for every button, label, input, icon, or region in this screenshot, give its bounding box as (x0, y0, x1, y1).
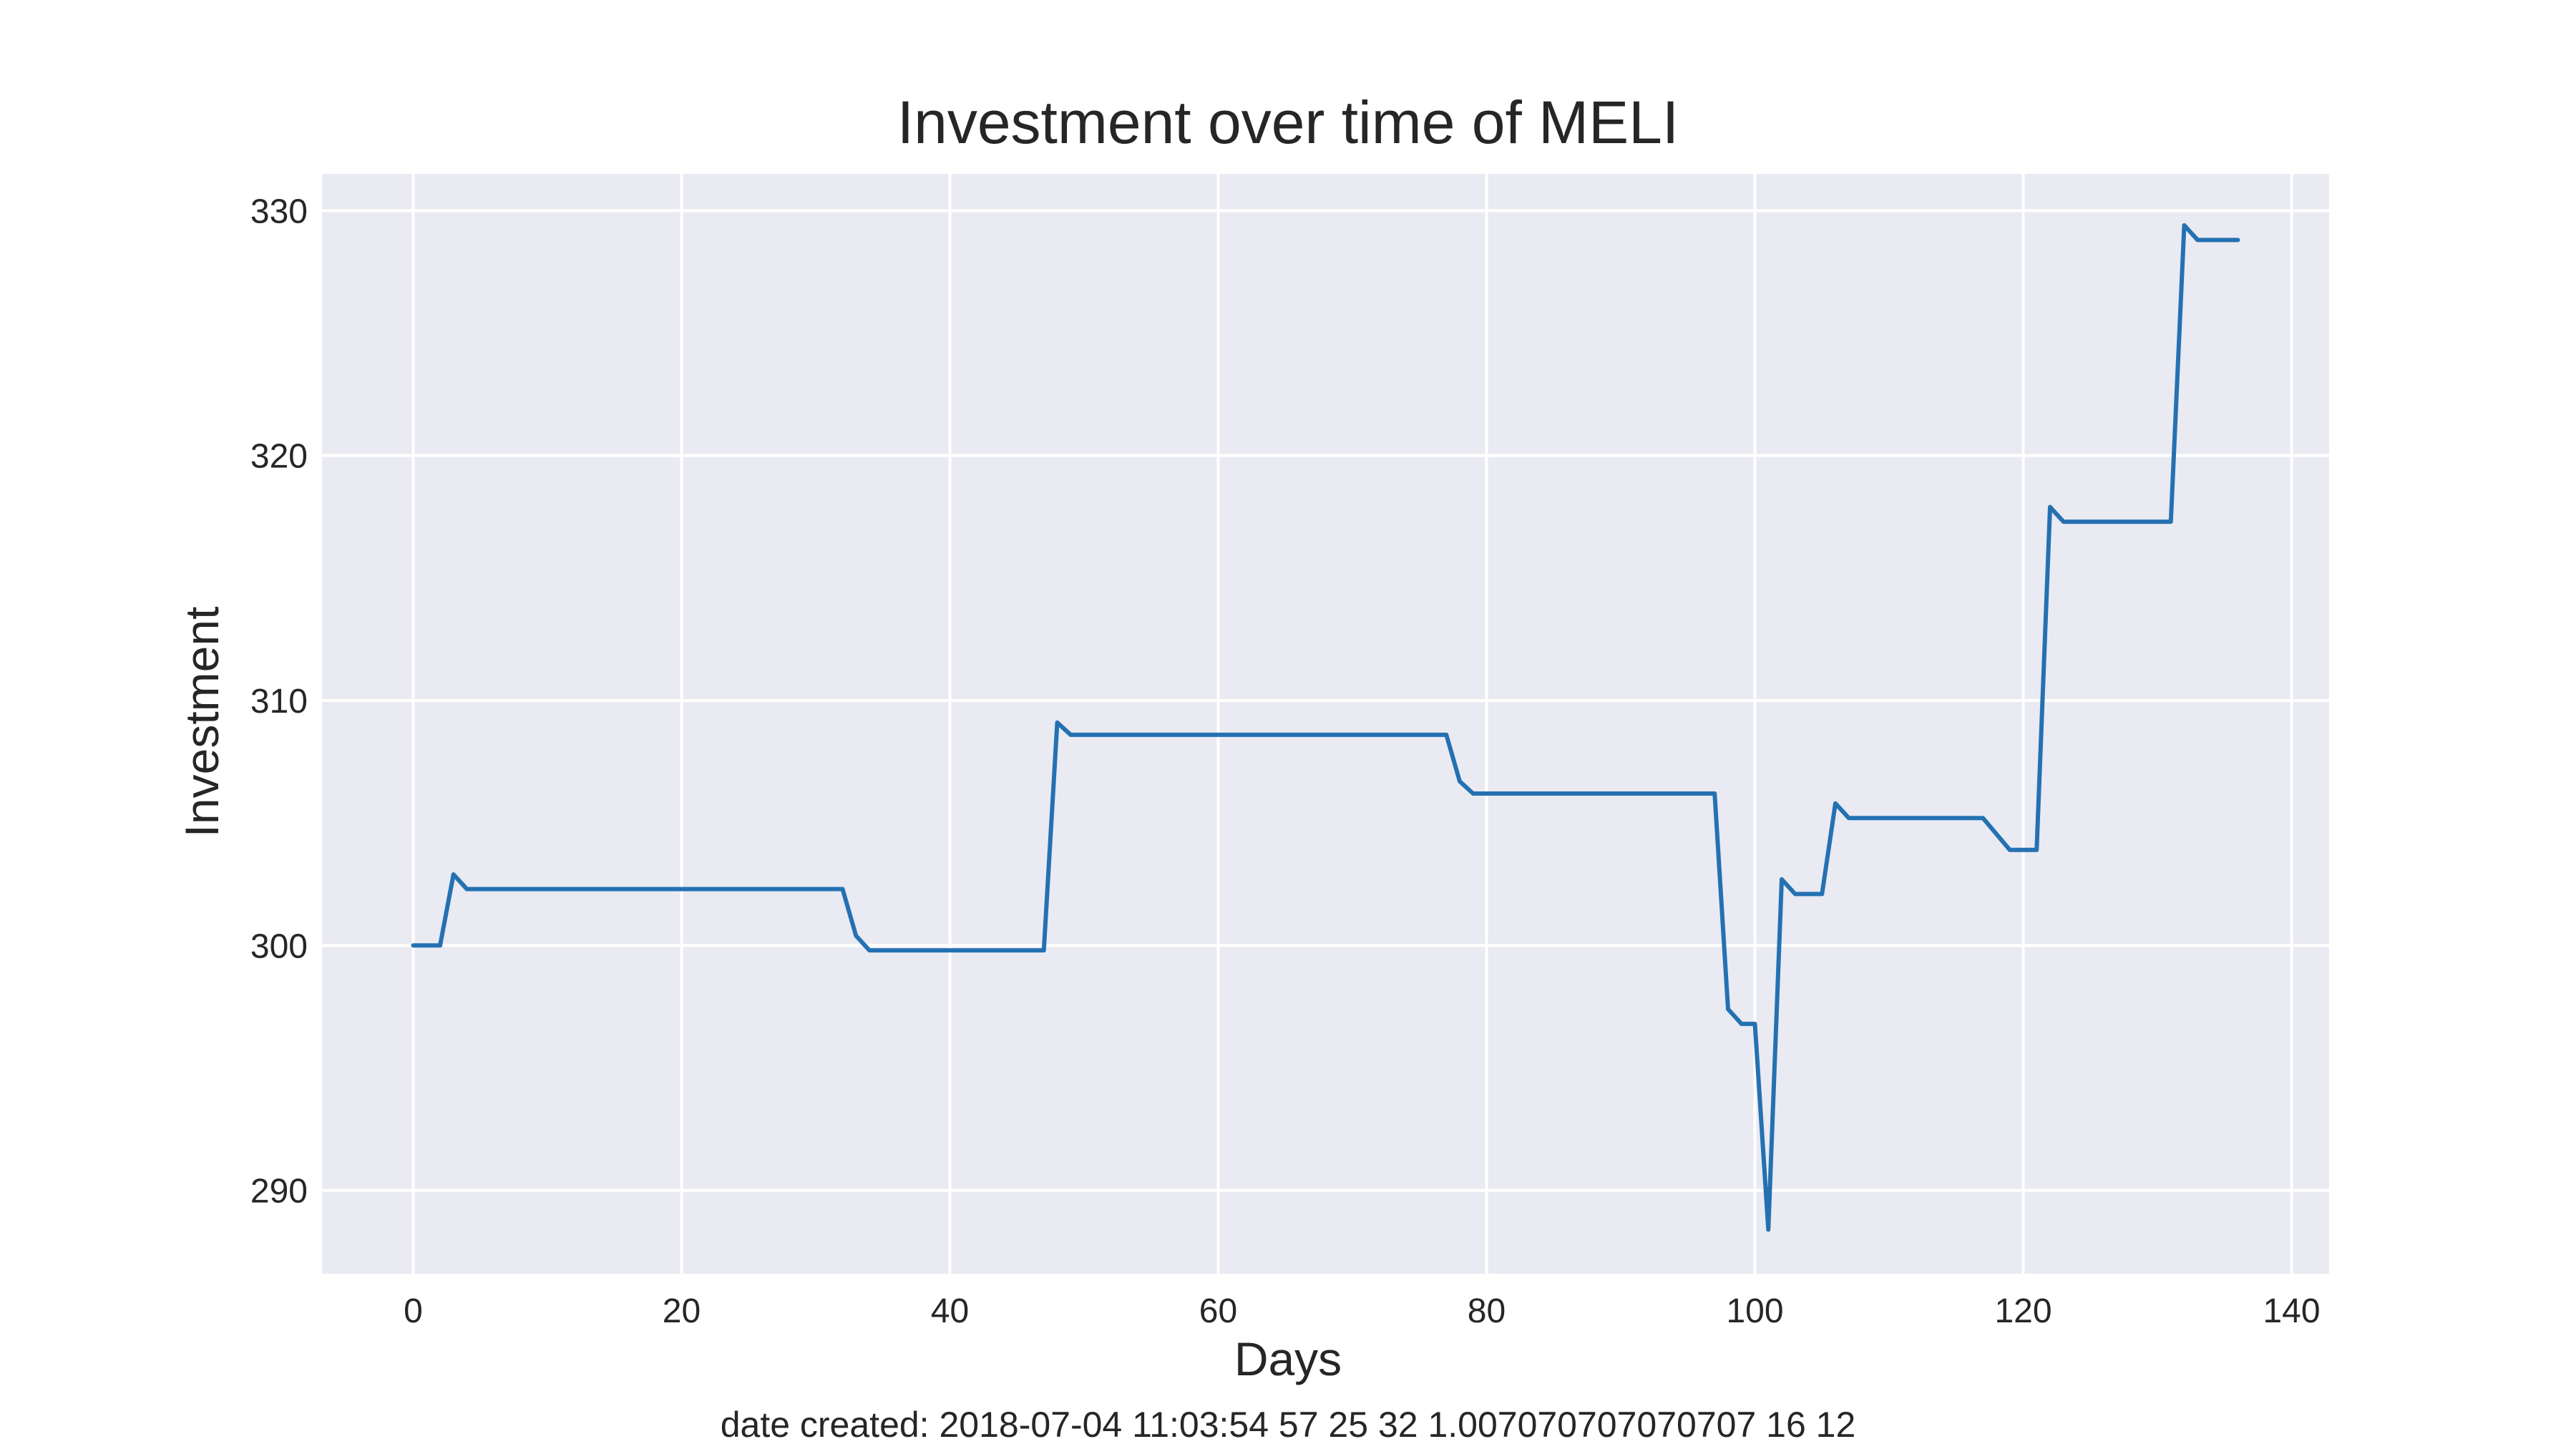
y-tick-label: 290 (250, 1173, 308, 1211)
x-tick-label: 0 (404, 1292, 423, 1330)
plot-area (322, 174, 2329, 1274)
x-tick-label: 100 (1726, 1292, 1783, 1330)
y-tick-label: 320 (250, 438, 308, 476)
y-axis-ticks: 290 300 310 320 330 (250, 192, 308, 1210)
series-line (411, 223, 2240, 1232)
chart-title: Investment over time of MELI (897, 89, 1679, 156)
gridlines (322, 174, 2329, 1274)
x-axis-ticks: 0 20 40 60 80 100 120 140 (404, 1292, 2320, 1330)
series-layer (411, 223, 2240, 1232)
x-tick-label: 40 (931, 1292, 969, 1330)
x-tick-label: 80 (1468, 1292, 1506, 1330)
x-tick-label: 60 (1199, 1292, 1237, 1330)
x-axis-label: Days (1234, 1332, 1342, 1385)
y-tick-label: 310 (250, 683, 308, 721)
y-axis-label: Investment (175, 607, 228, 838)
y-tick-label: 330 (250, 192, 308, 230)
x-tick-label: 140 (2263, 1292, 2320, 1330)
date-created-footer: date created: 2018-07-04 11:03:54 57 25 … (721, 1405, 1856, 1445)
x-tick-label: 20 (663, 1292, 701, 1330)
y-tick-label: 300 (250, 927, 308, 965)
x-tick-label: 120 (1994, 1292, 2051, 1330)
